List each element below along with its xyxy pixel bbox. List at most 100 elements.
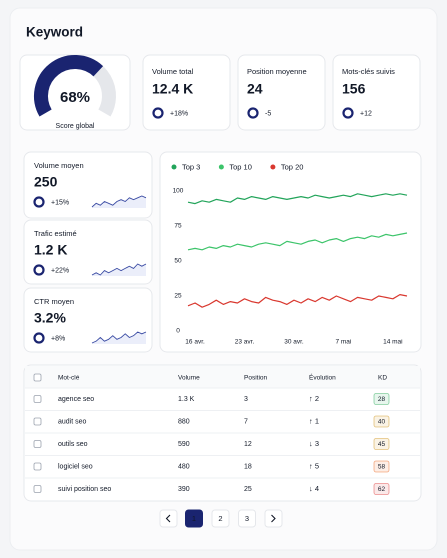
kd-cell: 28 — [378, 396, 386, 403]
volume-cell: 590 — [178, 441, 190, 448]
legend-label: Top 3 — [182, 162, 200, 171]
y-tick-label: 50 — [174, 258, 182, 265]
row-checkbox[interactable] — [33, 485, 42, 493]
gauge-value-arc — [34, 55, 104, 117]
stat-card — [332, 54, 421, 131]
row-checkbox[interactable] — [33, 462, 42, 471]
legend-label: Top 10 — [229, 162, 252, 171]
prev-icon — [165, 514, 171, 523]
ring-icon — [152, 107, 164, 119]
evolution-cell: ↑ 1 — [309, 416, 319, 425]
next-page-button[interactable] — [264, 509, 283, 528]
row-checkbox[interactable] — [33, 395, 42, 403]
stat-label: Position moyenne — [247, 67, 307, 76]
select-all-checkbox[interactable] — [33, 373, 42, 382]
evolution-cell: ↑ 2 — [309, 394, 319, 403]
sparkline — [91, 195, 147, 208]
x-tick-label: 16 avr. — [185, 339, 205, 346]
y-tick-label: 100 — [173, 188, 184, 195]
volume-cell: 390 — [178, 486, 190, 493]
volume-cell: 480 — [178, 463, 190, 470]
keyword-cell: suivi position seo — [58, 486, 111, 493]
legend-label: Top 20 — [281, 162, 304, 171]
legend-marker — [171, 164, 177, 170]
y-tick-label: 0 — [176, 328, 180, 335]
page-button[interactable] — [185, 509, 203, 528]
evolution-cell: ↑ 5 — [309, 461, 319, 470]
gauge-label: 68% — [60, 89, 90, 106]
page-button[interactable] — [238, 509, 256, 528]
ring-icon — [33, 332, 45, 344]
kd-cell: 58 — [378, 464, 386, 471]
position-cell: 25 — [244, 486, 252, 493]
metric-value: 250 — [34, 174, 58, 190]
x-tick-label: 14 mai — [383, 339, 403, 346]
kd-badge — [373, 393, 390, 405]
chart-card — [159, 151, 422, 353]
metric-change: +15% — [51, 199, 69, 206]
kd-cell: 62 — [378, 486, 386, 493]
metric-card — [23, 219, 153, 285]
page-title: Keyword — [26, 25, 83, 40]
volume-cell: 880 — [178, 418, 190, 425]
column-header: Mot-clé — [58, 375, 80, 382]
page-number: 2 — [218, 514, 222, 523]
legend-marker — [218, 164, 224, 170]
gauge-caption: Score global — [56, 123, 95, 130]
sparkline-area — [92, 196, 146, 208]
y-tick-label: 25 — [174, 293, 182, 300]
stat-label: Volume total — [152, 67, 194, 76]
metric-card — [23, 287, 153, 353]
column-header: Volume — [178, 375, 200, 382]
x-tick-label: 7 mai — [335, 339, 351, 346]
kd-badge — [373, 438, 390, 450]
position-cell: 12 — [244, 441, 252, 448]
series-line — [187, 232, 408, 251]
keyword-cell: audit seo — [58, 418, 87, 425]
ring-icon — [247, 107, 259, 119]
x-tick-label: 23 avr. — [235, 339, 255, 346]
kd-badge — [373, 415, 390, 428]
series-line — [187, 193, 408, 205]
sparkline — [91, 331, 147, 344]
column-header: Évolution — [309, 373, 336, 382]
evolution-cell: ↓ 3 — [309, 439, 319, 448]
metric-label: Volume moyen — [34, 161, 84, 170]
row-checkbox[interactable] — [33, 417, 42, 426]
page-button[interactable] — [211, 509, 230, 528]
ring-icon — [342, 107, 354, 119]
metric-change: +8% — [51, 335, 65, 342]
ring-icon — [33, 196, 45, 208]
kd-badge — [373, 460, 390, 473]
stat-change: +18% — [170, 110, 188, 117]
series-line — [187, 294, 408, 308]
page-number: 1 — [192, 514, 196, 523]
keyword-cell: logiciel seo — [58, 463, 93, 470]
position-cell: 3 — [244, 396, 248, 403]
column-header: KD — [378, 375, 387, 382]
y-tick-label: 75 — [174, 223, 182, 230]
stat-value: 24 — [247, 81, 263, 97]
page-number: 3 — [245, 514, 249, 523]
position-cell: 18 — [244, 463, 252, 470]
metric-label: CTR moyen — [34, 297, 74, 306]
sparkline — [91, 263, 147, 276]
table-header-bg — [25, 366, 420, 388]
metric-label: Trafic estimé — [34, 229, 77, 238]
keyword-cell: outils seo — [58, 441, 88, 448]
ring-icon — [33, 264, 45, 276]
kd-cell: 40 — [378, 419, 386, 426]
stat-change: -5 — [265, 110, 271, 117]
stat-card — [237, 54, 326, 131]
stat-change: +12 — [360, 110, 372, 117]
row-checkbox[interactable] — [33, 440, 42, 448]
column-header: Position — [244, 375, 268, 382]
position-cell: 7 — [244, 418, 248, 425]
stat-value: 156 — [342, 81, 366, 97]
prev-page-button[interactable] — [159, 509, 178, 528]
next-icon — [271, 514, 276, 523]
metric-change: +22% — [51, 267, 69, 274]
